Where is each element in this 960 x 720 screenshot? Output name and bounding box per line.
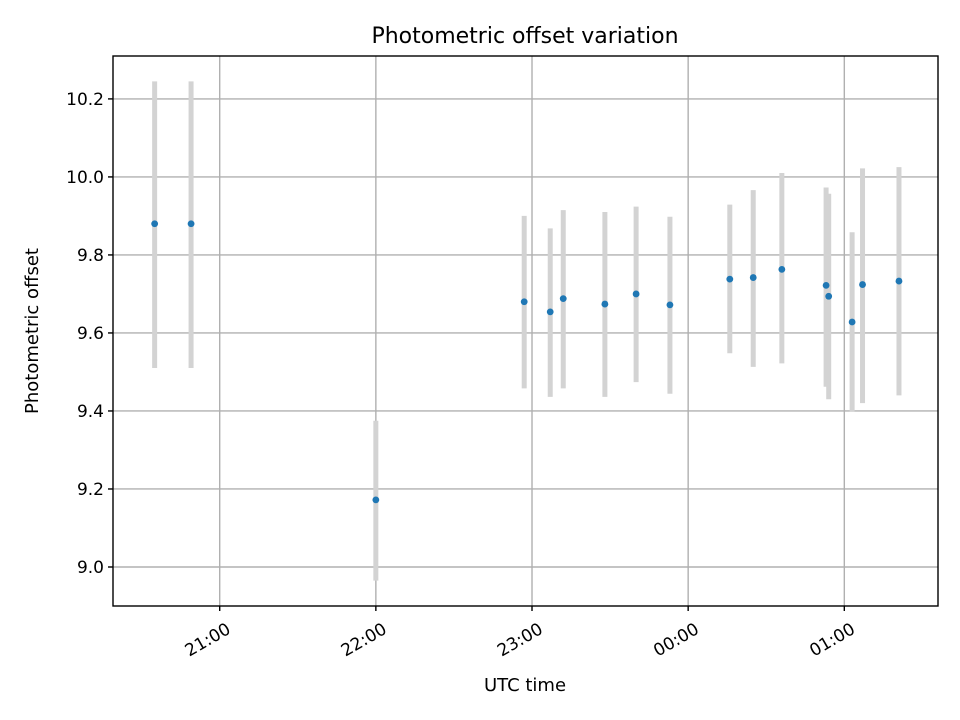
data-point (859, 281, 866, 288)
data-point (372, 496, 380, 504)
data-point (825, 292, 833, 300)
y-tick-label: 9.6 (77, 324, 104, 344)
data-point (559, 295, 567, 303)
grid (113, 56, 938, 606)
y-tick-label: 10.2 (66, 90, 104, 110)
data-point (749, 274, 757, 281)
data-point (632, 290, 640, 298)
data-point (822, 281, 830, 289)
data-point (601, 300, 609, 308)
y-tick-label: 9.8 (77, 246, 104, 266)
data-point (778, 265, 786, 273)
data-point (666, 301, 674, 309)
y-tick-label: 9.2 (77, 480, 104, 500)
data-point (187, 220, 195, 228)
x-axis-label: UTC time (484, 675, 566, 696)
data-point (520, 298, 528, 306)
chart-title: Photometric offset variation (371, 24, 678, 49)
data-point (151, 220, 159, 228)
data-point (895, 277, 903, 285)
y-tick-label: 9.0 (77, 558, 104, 578)
axes-frame (112, 55, 939, 607)
y-axis-label: Photometric offset (22, 248, 43, 414)
data-point (848, 318, 856, 326)
y-tick-label: 10.0 (66, 168, 104, 188)
data-points (151, 220, 903, 504)
y-tick-label: 9.4 (77, 402, 104, 422)
data-point (726, 275, 734, 283)
data-point (546, 308, 554, 316)
